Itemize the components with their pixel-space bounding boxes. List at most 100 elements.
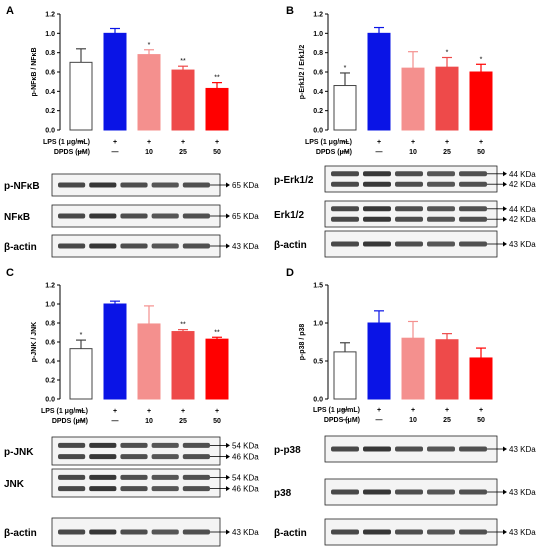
dpds-mark: 25 xyxy=(179,418,187,425)
y-axis-label: p-Erk1/2 / Erk1/2 xyxy=(299,45,306,100)
blot-row-label: JNK xyxy=(4,479,25,490)
dpds-mark: 50 xyxy=(213,149,221,156)
size-label: 43 KDa xyxy=(509,488,536,497)
blot-band xyxy=(120,454,148,460)
blot-row-label: p-JNK xyxy=(4,447,34,458)
blot-band xyxy=(89,486,117,492)
size-arrow-head xyxy=(503,206,507,212)
size-label: 65 KDa xyxy=(232,212,259,221)
lps-mark: + xyxy=(479,139,483,146)
size-label: 42 KDa xyxy=(509,180,536,189)
blot-band xyxy=(363,489,391,495)
size-label: 43 KDa xyxy=(509,445,536,454)
blot-band xyxy=(331,206,359,212)
blot-band xyxy=(58,474,86,480)
blot-band xyxy=(151,454,179,460)
y-tick-label: 1.2 xyxy=(313,12,323,19)
size-arrow-head xyxy=(503,489,507,495)
blot-band xyxy=(151,213,179,219)
lps-mark: — xyxy=(342,139,349,146)
size-label: 65 KDa xyxy=(232,181,259,190)
dpds-label: DPDS (μM) xyxy=(324,417,360,424)
lps-mark: + xyxy=(181,408,185,415)
lps-mark: + xyxy=(215,408,219,415)
size-label: 43 KDa xyxy=(232,242,259,251)
bar xyxy=(401,337,425,400)
blot-band xyxy=(459,529,487,535)
blot-band xyxy=(395,241,423,247)
bar xyxy=(103,32,127,131)
y-tick-label: 1.0 xyxy=(313,321,323,328)
blot-band xyxy=(182,529,210,535)
dpds-mark: 25 xyxy=(179,149,187,156)
blot-row-label: p-NFκB xyxy=(4,181,40,192)
panel-letter: A xyxy=(6,5,14,17)
y-axis-label: p-JNK / JNK xyxy=(31,322,38,362)
bar xyxy=(137,54,161,131)
blot-band xyxy=(120,442,148,448)
lps-mark: + xyxy=(411,407,415,414)
blot-band xyxy=(427,446,455,452)
blot-band xyxy=(120,486,148,492)
blot-band xyxy=(182,474,210,480)
dpds-mark: 10 xyxy=(409,417,417,424)
blot-band xyxy=(182,213,210,219)
significance-label: * xyxy=(480,56,483,63)
blot-row-label: β-actin xyxy=(274,528,307,539)
dpds-mark: — xyxy=(112,149,119,156)
blot-band xyxy=(331,489,359,495)
blot-band xyxy=(120,213,148,219)
size-label: 43 KDa xyxy=(509,240,536,249)
bar xyxy=(401,67,425,131)
y-tick-label: 0.8 xyxy=(45,50,55,57)
size-arrow-head xyxy=(503,171,507,177)
blot-band xyxy=(331,446,359,452)
blot-row-label: p38 xyxy=(274,488,292,499)
size-arrow-head xyxy=(226,454,230,460)
bar xyxy=(435,66,459,131)
y-tick-label: 1.2 xyxy=(45,283,55,290)
blot-band xyxy=(427,171,455,177)
y-tick-label: 0.4 xyxy=(45,359,55,366)
significance-label: * xyxy=(344,65,347,72)
dpds-mark: 50 xyxy=(477,417,485,424)
blot-band xyxy=(89,182,117,188)
blot-band xyxy=(331,171,359,177)
y-tick-label: 0.2 xyxy=(45,378,55,385)
size-arrow-head xyxy=(226,182,230,188)
dpds-mark: 10 xyxy=(409,149,417,156)
size-label: 44 KDa xyxy=(509,205,536,214)
lps-mark: + xyxy=(445,407,449,414)
blot-frame xyxy=(51,468,221,498)
size-label: 46 KDa xyxy=(232,485,259,494)
y-tick-label: 0.8 xyxy=(45,321,55,328)
blot-band xyxy=(89,442,117,448)
blot-band xyxy=(395,216,423,222)
lps-label: LPS (1 μg/mL) xyxy=(305,139,352,146)
size-arrow-head xyxy=(226,529,230,535)
y-tick-label: 0.2 xyxy=(313,108,323,115)
blot-band xyxy=(151,182,179,188)
blot-band xyxy=(182,454,210,460)
size-label: 46 KDa xyxy=(232,453,259,462)
significance-label: ** xyxy=(180,58,186,65)
y-tick-label: 1.2 xyxy=(45,12,55,19)
panel-c: C0.00.20.40.60.81.01.2p-JNK / JNK *****LP… xyxy=(4,267,259,547)
lps-mark: — xyxy=(78,139,85,146)
y-tick-label: 1.0 xyxy=(313,31,323,38)
blot-band xyxy=(395,206,423,212)
y-tick-label: 0.8 xyxy=(313,50,323,57)
blot-band xyxy=(331,181,359,187)
y-tick-label: 0.4 xyxy=(45,89,55,96)
panel-letter: B xyxy=(286,5,294,17)
dpds-label: DPDS (μM) xyxy=(316,149,352,156)
blot-band xyxy=(363,446,391,452)
size-label: 42 KDa xyxy=(509,215,536,224)
lps-label: LPS (1 μg/mL) xyxy=(43,139,90,146)
dpds-mark: — xyxy=(376,149,383,156)
significance-label: ** xyxy=(180,322,186,329)
blot-band xyxy=(427,241,455,247)
y-tick-label: 0.6 xyxy=(313,70,323,77)
blot-band xyxy=(120,243,148,249)
